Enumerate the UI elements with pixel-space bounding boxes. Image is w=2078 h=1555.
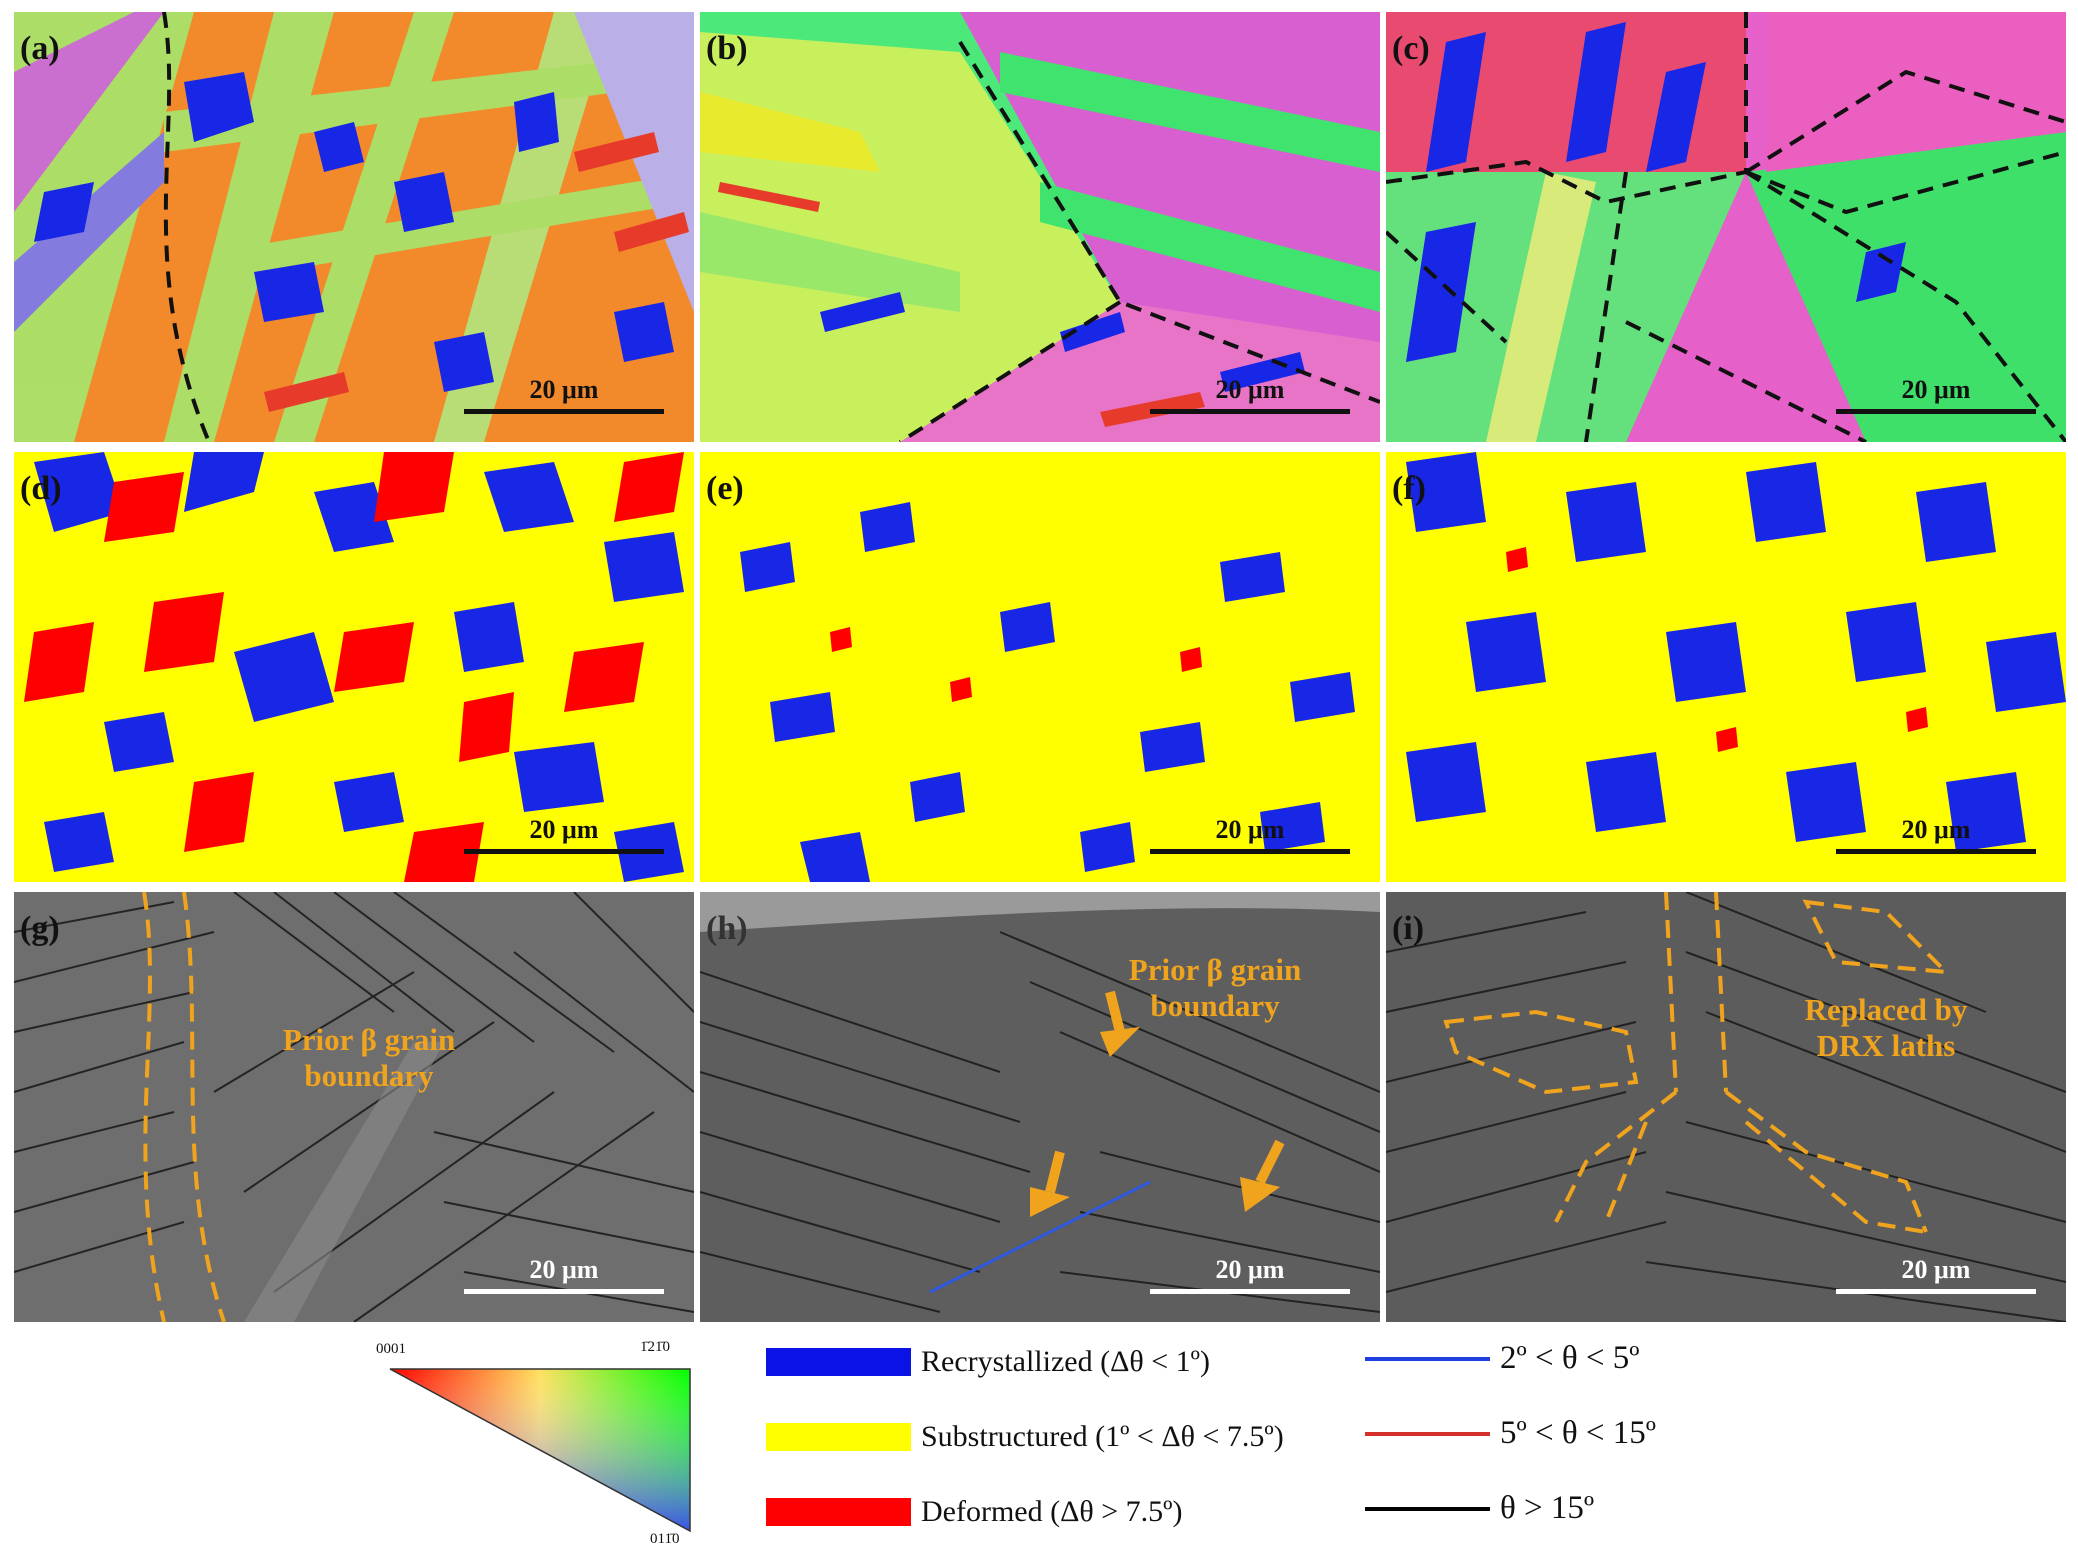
scale-bar: 20 μm bbox=[464, 815, 664, 854]
legend-label: Recrystallized (Δθ < 1º) bbox=[921, 1345, 1210, 1378]
fraction-map-f bbox=[1386, 452, 2066, 882]
legend-high-angle: θ > 15º bbox=[1365, 1490, 1594, 1527]
legend-label: 5º < θ < 15º bbox=[1500, 1415, 1656, 1451]
scale-bar: 20 μm bbox=[1836, 375, 2036, 414]
scale-label: 20 μm bbox=[1901, 815, 1971, 844]
replaced-by-drx-laths-note: Replaced by DRX laths bbox=[1804, 992, 1968, 1063]
scale-label: 20 μm bbox=[1901, 375, 1971, 404]
panel-label: (a) bbox=[20, 30, 60, 67]
boundary-map-i bbox=[1386, 892, 2066, 1322]
scale-bar: 20 μm bbox=[1836, 1255, 2036, 1294]
scale-label: 20 μm bbox=[1215, 815, 1285, 844]
panel-label: (i) bbox=[1392, 910, 1425, 947]
scale-label: 20 μm bbox=[529, 375, 599, 404]
panel-a: (a) 20 μm bbox=[14, 12, 694, 442]
panel-h: (h) Prior β grain boundary 20 μm bbox=[700, 892, 1380, 1322]
legend-deformed: Deformed (Δθ > 7.5º) bbox=[766, 1495, 1182, 1529]
legend-label: Substructured (1º < Δθ < 7.5º) bbox=[921, 1420, 1284, 1453]
panel-label: (e) bbox=[706, 470, 744, 507]
panel-label: (b) bbox=[706, 30, 748, 67]
panel-d: (d) 20 μm bbox=[14, 452, 694, 882]
ipf-label-bottom: 011̄0 bbox=[650, 1531, 680, 1547]
ipf-triangle bbox=[389, 1368, 691, 1533]
ipf-color-key: 0001 1̄21̄0 011̄0 bbox=[372, 1335, 692, 1547]
legend-swatch bbox=[766, 1423, 911, 1451]
panel-b: (b) 20 μm bbox=[700, 12, 1380, 442]
legend-line bbox=[1365, 1506, 1490, 1511]
prior-beta-grain-boundary-note: Prior β grain boundary bbox=[282, 1022, 456, 1093]
legend-label: θ > 15º bbox=[1500, 1490, 1595, 1526]
ipf-label-top-right: 1̄21̄0 bbox=[640, 1339, 670, 1355]
legend-line bbox=[1365, 1431, 1490, 1436]
legend-substructured: Substructured (1º < Δθ < 7.5º) bbox=[766, 1420, 1284, 1454]
panel-i: (i) Replaced by DRX laths 20 μm bbox=[1386, 892, 2066, 1322]
panel-label: (f) bbox=[1392, 470, 1426, 507]
panel-label: (c) bbox=[1392, 30, 1430, 67]
legend-medium-angle: 5º < θ < 15º bbox=[1365, 1415, 1656, 1452]
fraction-map-d bbox=[14, 452, 694, 882]
boundary-map-g bbox=[14, 892, 694, 1322]
panel-label: (g) bbox=[20, 910, 60, 947]
legend-line bbox=[1365, 1356, 1490, 1361]
legend-recrystallized: Recrystallized (Δθ < 1º) bbox=[766, 1345, 1210, 1379]
ipf-map-a bbox=[14, 12, 694, 442]
boundary-map-h bbox=[700, 892, 1380, 1322]
panel-label: (h) bbox=[706, 910, 748, 947]
ipf-map-c bbox=[1386, 12, 2066, 442]
scale-bar: 20 μm bbox=[464, 1255, 664, 1294]
ipf-label-top-left: 0001 bbox=[376, 1341, 406, 1357]
panel-g: (g) Prior β grain boundary 20 μm bbox=[14, 892, 694, 1322]
panel-c: (c) 20 μm bbox=[1386, 12, 2066, 442]
scale-label: 20 μm bbox=[529, 1255, 599, 1284]
legend-low-angle: 2º < θ < 5º bbox=[1365, 1340, 1640, 1377]
scale-label: 20 μm bbox=[1215, 375, 1285, 404]
legend-label: 2º < θ < 5º bbox=[1500, 1340, 1640, 1376]
scale-label: 20 μm bbox=[529, 815, 599, 844]
panel-f: (f) 20 μm bbox=[1386, 452, 2066, 882]
legend-swatch bbox=[766, 1498, 911, 1526]
scale-bar: 20 μm bbox=[1836, 815, 2036, 854]
ipf-map-b bbox=[700, 12, 1380, 442]
scale-label: 20 μm bbox=[1215, 1255, 1285, 1284]
legend-swatch bbox=[766, 1348, 911, 1376]
panel-e: (e) 20 μm bbox=[700, 452, 1380, 882]
fraction-map-e bbox=[700, 452, 1380, 882]
scale-bar: 20 μm bbox=[464, 375, 664, 414]
panel-label: (d) bbox=[20, 470, 62, 507]
scale-bar: 20 μm bbox=[1150, 375, 1350, 414]
scale-label: 20 μm bbox=[1901, 1255, 1971, 1284]
prior-beta-grain-boundary-note: Prior β grain boundary bbox=[1128, 952, 1302, 1023]
scale-bar: 20 μm bbox=[1150, 815, 1350, 854]
scale-bar: 20 μm bbox=[1150, 1255, 1350, 1294]
legend-label: Deformed (Δθ > 7.5º) bbox=[921, 1495, 1183, 1528]
